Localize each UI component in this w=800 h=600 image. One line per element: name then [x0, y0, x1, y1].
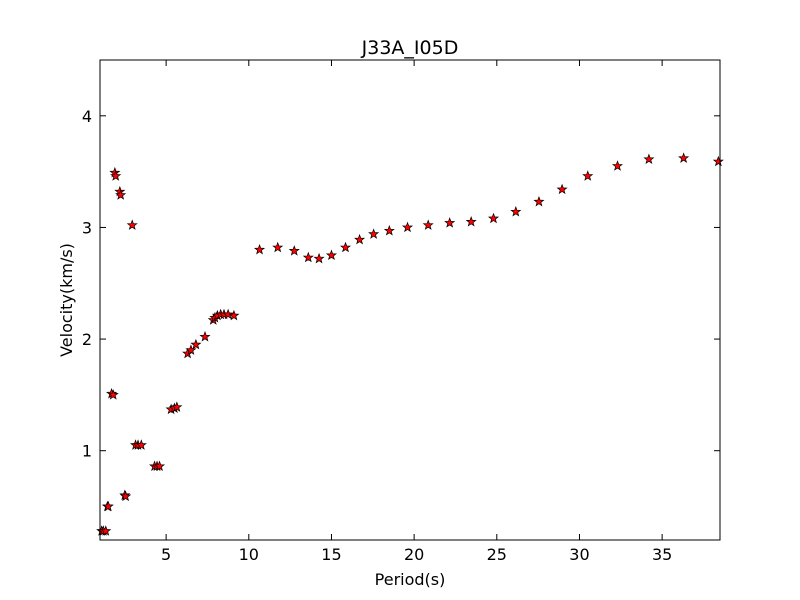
data-point-star [422, 219, 434, 230]
data-point-star [510, 205, 522, 217]
x-tick-label: 25 [487, 545, 507, 564]
data-point-star [487, 212, 500, 224]
x-tick-label: 5 [161, 545, 171, 564]
data-point-star [325, 249, 337, 261]
data-point-star [533, 195, 545, 207]
axes-frame [99, 59, 721, 541]
data-point-star [199, 331, 211, 342]
data-point-star [401, 221, 414, 233]
y-tick-label: 2 [82, 330, 92, 349]
data-point-star [383, 224, 395, 236]
data-point-star [153, 460, 166, 472]
data-point-star [120, 490, 132, 502]
data-point-star [611, 160, 624, 171]
data-point-star [556, 183, 568, 195]
y-tick-label: 1 [82, 442, 92, 461]
chart-title: J33A_I05D [361, 37, 459, 59]
data-point-star [135, 439, 147, 450]
data-point-star [126, 219, 138, 230]
data-point-star [643, 153, 655, 165]
data-point-star [228, 309, 240, 321]
x-axis-label: Period(s) [375, 570, 446, 589]
data-point-star [368, 228, 380, 239]
data-point-star [254, 243, 266, 255]
x-tick-label: 35 [652, 545, 672, 564]
data-point-star [678, 152, 690, 163]
data-point-star [222, 308, 234, 320]
data-point-star [110, 170, 122, 181]
x-tick-label: 30 [569, 545, 589, 564]
data-point-star [171, 401, 183, 412]
x-tick-label: 10 [239, 545, 259, 564]
data-point-star [190, 338, 202, 350]
data-point-star [354, 233, 366, 245]
data-point-star [313, 252, 325, 264]
data-point-star [465, 216, 477, 227]
plot-area [96, 152, 724, 536]
data-point-star [288, 245, 300, 256]
data-point-star [185, 344, 197, 355]
x-tick-label: 15 [321, 545, 341, 564]
data-point-star [102, 500, 114, 512]
data-point-star [444, 217, 456, 228]
y-tick-label: 4 [82, 107, 92, 126]
data-point-star [582, 170, 594, 181]
data-point-star [272, 241, 284, 253]
data-point-star [339, 241, 352, 253]
data-point-star [100, 525, 112, 536]
data-point-star [107, 389, 119, 400]
data-point-star [302, 251, 314, 263]
data-point-star [712, 155, 724, 167]
ticks-layer: 5 10 15 20 25 30 35 1 2 3 4 [82, 60, 720, 564]
data-point-star [115, 189, 127, 200]
x-tick-label: 20 [404, 545, 424, 564]
y-axis-label: Velocity(km/s) [57, 243, 76, 357]
y-tick-label: 3 [82, 218, 92, 237]
